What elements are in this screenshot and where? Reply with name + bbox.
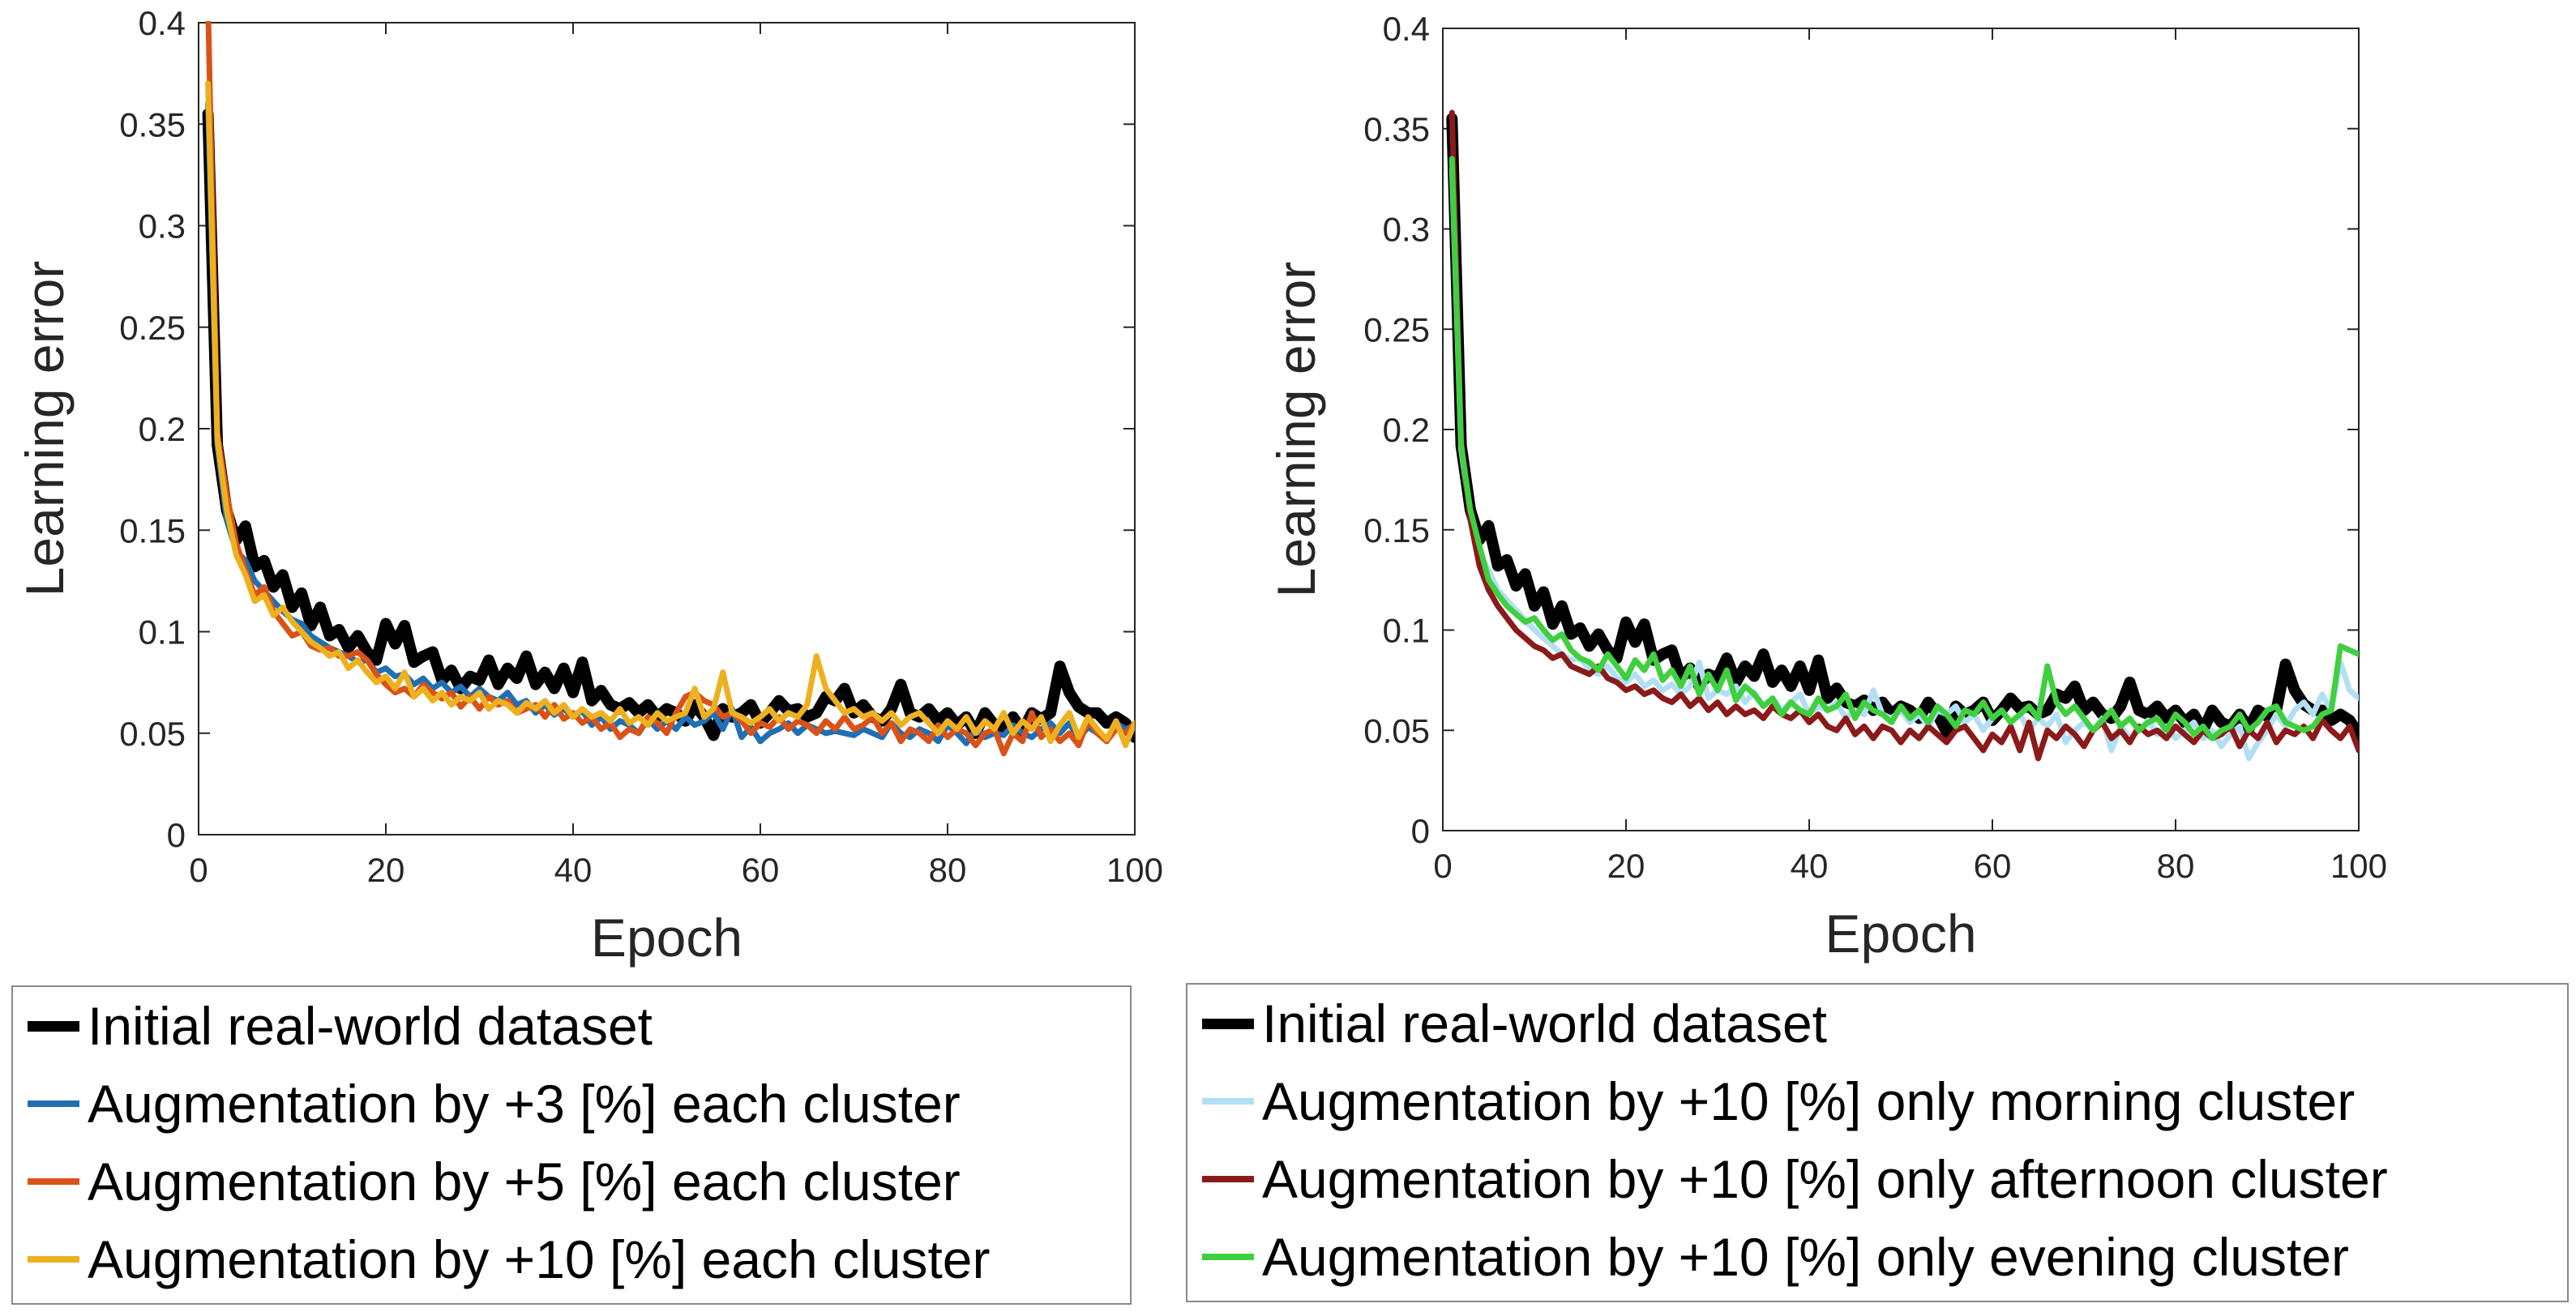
- x-tick-label: 80: [2157, 847, 2195, 885]
- legend-entry: Initial real-world dataset: [1187, 985, 1827, 1062]
- x-tick-label: 100: [1106, 851, 1163, 889]
- legend-entry: Augmentation by +5 [%] each cluster: [13, 1143, 961, 1220]
- x-tick-label: 60: [1974, 847, 2012, 885]
- y-tick-label: 0.3: [139, 207, 186, 246]
- y-tick-label: 0.2: [139, 410, 186, 448]
- legend-entry: Initial real-world dataset: [13, 987, 653, 1065]
- legend-entry: Augmentation by +10 [%] only afternoon c…: [1187, 1140, 2388, 1218]
- legend-label: Augmentation by +5 [%] each cluster: [88, 1152, 961, 1212]
- y-axis-label: Learning error: [1266, 262, 1326, 598]
- y-tick-label: 0.05: [119, 715, 186, 753]
- legend-swatch: [28, 1178, 79, 1185]
- legend-label: Augmentation by +10 [%] only morning clu…: [1262, 1071, 2356, 1131]
- legend-swatch: [1202, 1018, 1254, 1029]
- y-tick-label: 0.1: [1383, 612, 1430, 650]
- series-line-1: [1448, 165, 2359, 762]
- y-tick-label: 0.25: [1363, 310, 1430, 348]
- legend-entry: Augmentation by +10 [%] only evening clu…: [1187, 1218, 2349, 1296]
- y-tick-label: 0.25: [119, 309, 186, 347]
- legend-swatch: [28, 1256, 79, 1263]
- legend-swatch: [1202, 1254, 1254, 1260]
- y-tick-label: 0: [167, 816, 186, 854]
- y-tick-label: 0.15: [119, 511, 186, 549]
- x-tick-label: 20: [367, 851, 405, 889]
- left-legend: Initial real-world dataset Augmentation b…: [11, 985, 1132, 1305]
- series-line-0: [202, 108, 1135, 743]
- x-tick-label: 0: [189, 851, 208, 889]
- legend-entry: Augmentation by +10 [%] only morning clu…: [1187, 1062, 2355, 1140]
- legend-label: Augmentation by +10 [%] each cluster: [88, 1229, 991, 1289]
- series-line-2: [205, 21, 1135, 757]
- x-tick-label: 100: [2330, 847, 2387, 885]
- legend-swatch: [28, 1020, 79, 1032]
- legend-swatch: [1202, 1098, 1254, 1105]
- right-legend: Initial real-world dataset Augmentation b…: [1186, 983, 2569, 1302]
- y-tick-label: 0.15: [1363, 511, 1430, 549]
- legend-label: Augmentation by +10 [%] only evening clu…: [1262, 1227, 2349, 1287]
- right-chart: 0 0.05 0.1 0.15 0.2 0.25 0.3 0.35 0.4 0 20 40 60 80 10…: [1266, 10, 2387, 964]
- y-axis-label: Learning error: [15, 261, 75, 597]
- x-axis-label: Epoch: [591, 908, 742, 968]
- y-tick-label: 0.3: [1383, 211, 1430, 249]
- y-tick-label: 0.4: [1383, 10, 1430, 48]
- y-tick-label: 0.35: [119, 105, 186, 143]
- y-tick-label: 0: [1411, 812, 1430, 850]
- series-line-0: [1446, 113, 2359, 741]
- y-tick-label: 0.1: [139, 613, 186, 652]
- legend-entry: Augmentation by +3 [%] each cluster: [13, 1065, 961, 1143]
- left-chart: 0 0.05 0.1 0.15 0.2 0.25 0.3 0.35 0.4 0 20 40 60 80 10…: [15, 4, 1163, 968]
- x-tick-label: 40: [554, 851, 593, 889]
- legend-swatch: [28, 1100, 79, 1107]
- x-tick-label: 20: [1607, 847, 1645, 885]
- y-tick-label: 0.2: [1383, 411, 1430, 449]
- legend-label: Augmentation by +10 [%] only afternoon c…: [1262, 1149, 2388, 1209]
- y-tick-label: 0.4: [139, 4, 186, 42]
- legend-label: Initial real-world dataset: [88, 996, 653, 1056]
- series-line-3: [1448, 156, 2359, 741]
- x-tick-label: 80: [929, 851, 967, 889]
- legend-label: Augmentation by +3 [%] each cluster: [88, 1074, 961, 1134]
- x-tick-label: 40: [1791, 847, 1829, 885]
- legend-label: Initial real-world dataset: [1262, 994, 1827, 1053]
- legend-entry: Augmentation by +10 [%] each cluster: [13, 1220, 991, 1298]
- y-tick-label: 0.35: [1363, 110, 1430, 148]
- y-tick-label: 0.05: [1363, 712, 1430, 750]
- x-axis-label: Epoch: [1825, 904, 1976, 964]
- legend-swatch: [1202, 1176, 1254, 1182]
- x-tick-label: 60: [742, 851, 780, 889]
- x-tick-label: 0: [1433, 847, 1452, 885]
- series-line-3: [205, 80, 1135, 749]
